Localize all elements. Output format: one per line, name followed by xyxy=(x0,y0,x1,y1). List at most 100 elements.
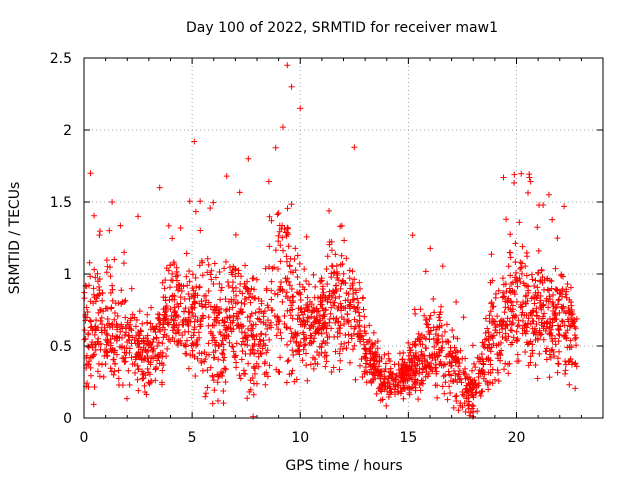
data-point xyxy=(341,321,348,328)
scatter-points xyxy=(81,62,580,420)
data-point xyxy=(225,282,232,289)
data-point xyxy=(189,285,196,292)
data-point xyxy=(405,339,412,346)
data-point xyxy=(200,312,207,319)
data-point xyxy=(304,377,311,384)
data-point xyxy=(98,314,105,321)
data-point xyxy=(546,374,553,381)
data-point xyxy=(307,332,314,339)
data-point xyxy=(264,302,271,309)
data-point xyxy=(87,170,94,177)
data-point xyxy=(177,294,184,301)
data-point xyxy=(358,332,365,339)
data-point xyxy=(253,360,260,367)
data-point xyxy=(401,377,408,384)
data-point xyxy=(152,377,159,384)
data-point xyxy=(351,316,358,323)
data-point xyxy=(192,208,199,215)
data-point xyxy=(422,316,429,323)
data-point xyxy=(266,362,273,369)
data-point xyxy=(356,279,363,286)
data-point xyxy=(115,375,122,382)
data-point xyxy=(212,274,219,281)
data-point xyxy=(412,387,419,394)
data-point xyxy=(326,207,333,214)
data-point xyxy=(219,350,226,357)
data-point xyxy=(406,389,413,396)
data-point xyxy=(427,245,434,252)
data-point xyxy=(489,319,495,326)
data-point xyxy=(465,402,472,409)
data-point xyxy=(529,347,536,354)
data-point xyxy=(230,288,237,295)
data-point xyxy=(180,283,187,290)
data-point xyxy=(104,337,111,344)
data-point xyxy=(118,287,125,294)
data-point xyxy=(183,350,190,357)
data-point xyxy=(224,278,231,285)
data-point xyxy=(416,365,423,372)
data-point xyxy=(134,362,141,369)
data-point xyxy=(472,364,479,371)
data-point xyxy=(492,376,499,383)
data-point xyxy=(148,304,155,311)
data-point xyxy=(512,274,519,281)
data-point xyxy=(397,390,404,397)
data-point xyxy=(152,366,159,373)
data-point xyxy=(273,332,280,339)
data-point xyxy=(126,321,133,328)
data-point xyxy=(459,391,466,398)
data-point xyxy=(319,292,326,299)
data-point xyxy=(115,367,122,374)
data-point xyxy=(160,334,167,341)
data-point xyxy=(478,351,485,358)
data-point xyxy=(427,312,434,319)
data-point xyxy=(268,319,275,326)
data-point xyxy=(155,339,162,346)
data-point xyxy=(216,329,223,336)
data-point xyxy=(441,328,448,335)
data-point xyxy=(290,297,297,304)
data-point xyxy=(276,369,283,376)
data-point xyxy=(275,238,282,245)
data-point xyxy=(367,362,374,369)
data-point xyxy=(534,224,541,231)
data-point xyxy=(234,322,241,329)
data-point xyxy=(310,323,317,330)
data-point xyxy=(522,321,529,328)
data-point xyxy=(201,349,208,356)
data-point xyxy=(137,327,144,334)
data-point xyxy=(386,368,393,375)
data-point xyxy=(322,306,329,313)
data-point xyxy=(262,265,269,272)
data-point xyxy=(284,275,291,282)
data-point xyxy=(473,389,480,396)
data-point xyxy=(411,381,418,388)
data-point xyxy=(342,332,349,339)
data-point xyxy=(345,339,352,346)
data-point xyxy=(278,335,285,342)
data-point xyxy=(230,263,237,270)
data-point xyxy=(532,336,539,343)
data-point xyxy=(112,347,119,354)
data-point xyxy=(540,313,547,320)
data-point xyxy=(347,359,354,366)
data-point xyxy=(230,343,237,350)
data-point xyxy=(247,299,254,306)
data-point xyxy=(435,346,442,353)
data-point xyxy=(355,309,362,316)
data-point xyxy=(84,360,91,367)
data-point xyxy=(370,376,377,383)
data-point xyxy=(417,306,424,313)
data-point xyxy=(361,313,368,320)
data-point xyxy=(279,286,286,293)
data-point xyxy=(177,337,184,344)
data-point xyxy=(230,326,237,333)
data-point xyxy=(312,318,319,325)
data-point xyxy=(487,348,494,355)
data-point xyxy=(407,357,414,364)
data-point xyxy=(559,318,566,325)
data-point xyxy=(456,367,463,374)
data-point xyxy=(263,285,270,292)
data-point xyxy=(205,340,212,347)
